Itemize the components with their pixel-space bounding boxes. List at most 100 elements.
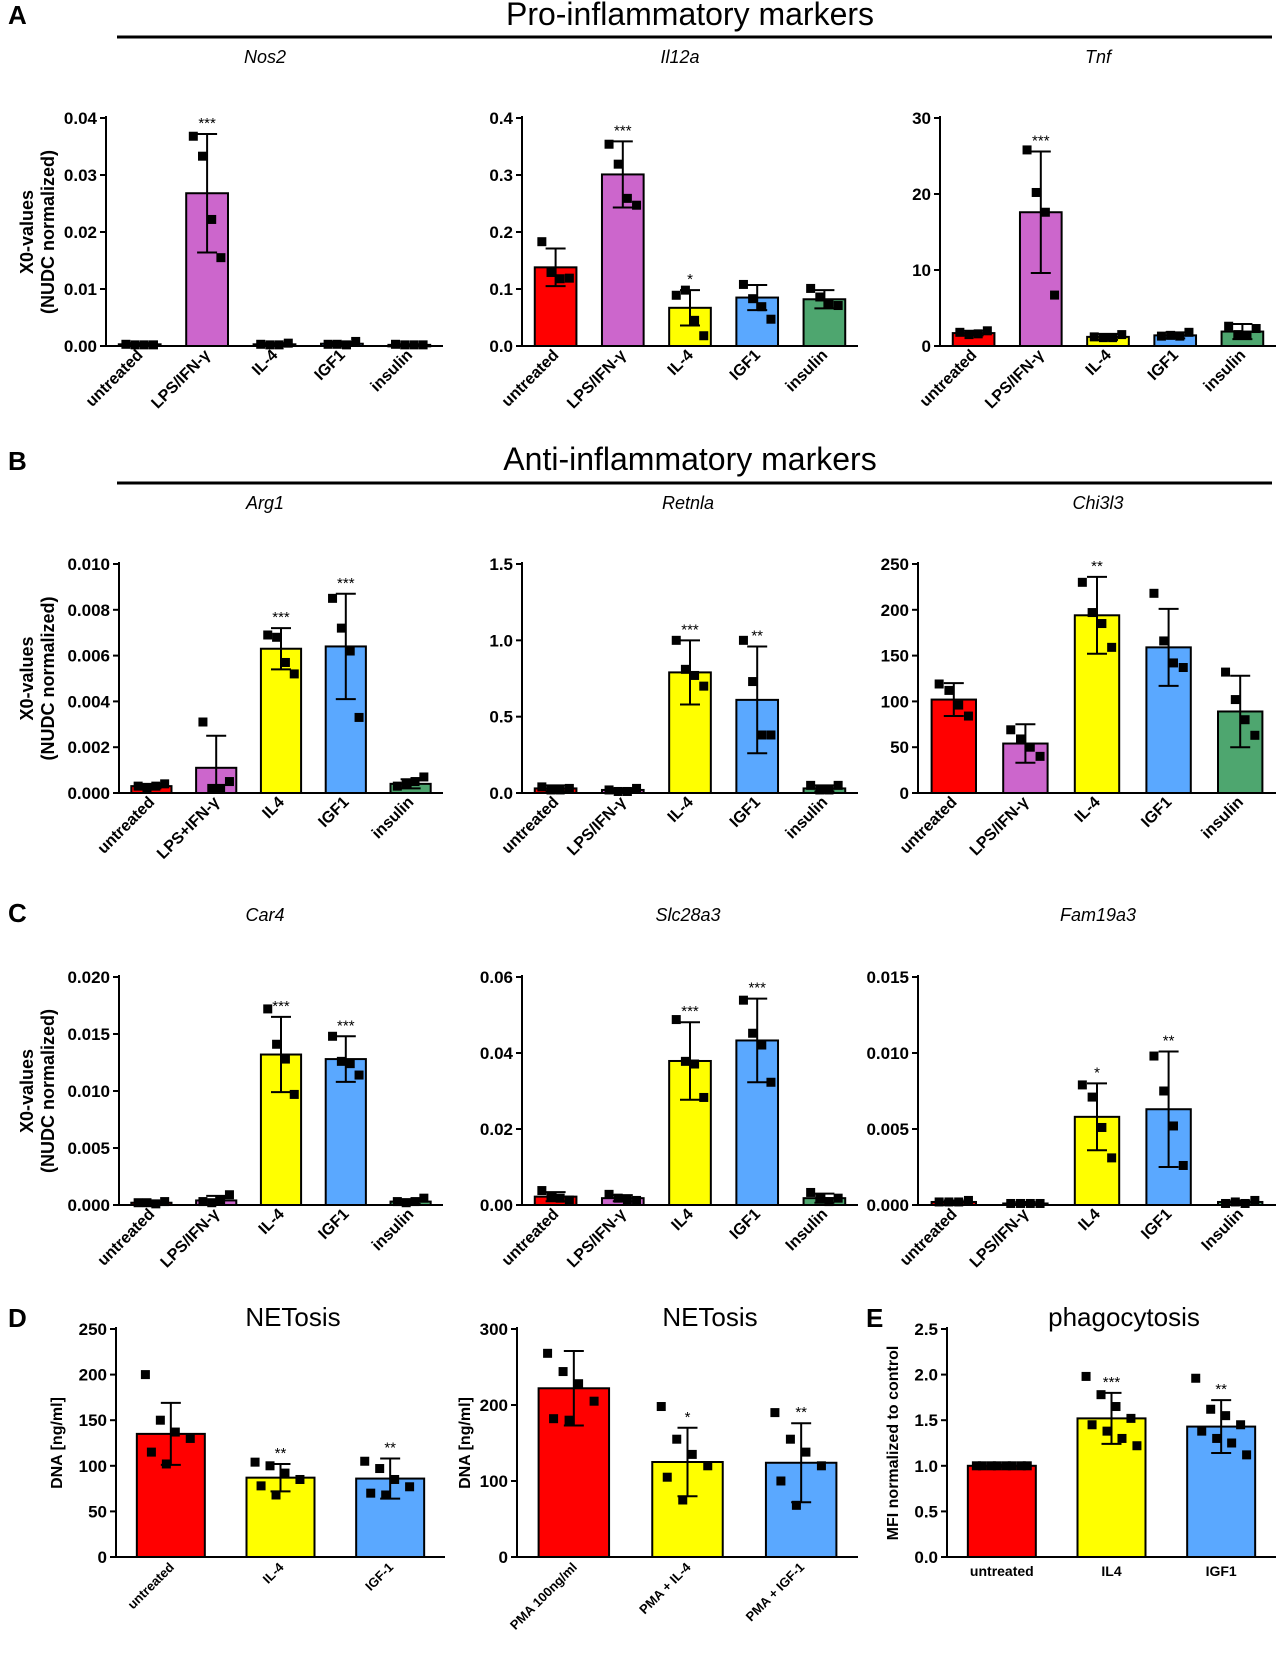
y-axis-label: DNA [ng/ml] — [457, 1397, 474, 1489]
data-point — [770, 1408, 780, 1418]
data-point — [332, 339, 342, 349]
data-point — [160, 1197, 170, 1207]
data-point — [354, 712, 364, 722]
data-point — [824, 785, 834, 795]
chart-arg1: Arg1 0.000 0.002 0.004 0.006 0.008 0.010 X0-val… — [17, 493, 443, 863]
data-point — [1149, 588, 1159, 598]
data-point — [954, 1197, 964, 1207]
data-point — [1111, 1402, 1121, 1412]
y-tick-label: 0.3 — [489, 166, 513, 185]
y-tick-label: 250 — [881, 555, 909, 574]
data-point — [574, 1379, 584, 1389]
y-tick-label: 200 — [480, 1396, 508, 1415]
category-label: IL-4 — [249, 347, 281, 379]
data-point — [801, 1447, 811, 1457]
data-point — [133, 781, 143, 791]
data-point — [785, 1434, 795, 1444]
data-point — [1233, 330, 1243, 340]
data-point — [944, 685, 954, 695]
data-point — [391, 339, 401, 349]
category-label: IGF1 — [315, 1206, 352, 1243]
data-point — [409, 340, 419, 350]
category-label: IGF1 — [1206, 1563, 1237, 1579]
data-point — [418, 340, 428, 350]
chart-title: NETosis — [245, 1302, 340, 1332]
data-point — [160, 779, 170, 789]
significance-stars: *** — [198, 115, 216, 132]
data-point — [537, 782, 547, 792]
category-label: insulin — [368, 347, 416, 395]
data-point — [672, 1434, 682, 1444]
data-point — [589, 1396, 599, 1406]
y-tick-label: 0.5 — [914, 1502, 938, 1521]
category-label: insulin — [783, 347, 831, 395]
category-label: LPS/IFN-γ — [982, 347, 1048, 413]
data-point — [604, 785, 614, 795]
chart-netosis2: NETosis 0 100 200 300 DNA [ng/ml] PMA 100ng/ml… — [457, 1302, 858, 1633]
category-label: untreated — [124, 1559, 177, 1612]
chart-title: Slc28a3 — [655, 905, 720, 925]
category-label: IL4 — [1101, 1563, 1121, 1579]
y-tick-label: 0.005 — [866, 1120, 909, 1139]
panel-label-d: D — [8, 1303, 27, 1333]
y-axis-label: (NUDC normalized) — [38, 1009, 58, 1173]
data-point — [1156, 331, 1166, 341]
data-point — [207, 214, 217, 224]
data-point — [1087, 608, 1097, 618]
y-tick-label: 0.010 — [67, 1082, 110, 1101]
data-point — [766, 730, 776, 740]
category-label: IL4 — [259, 794, 287, 822]
y-tick-label: 0.010 — [866, 1044, 909, 1063]
data-point — [1236, 1420, 1246, 1430]
y-tick-label: 0.03 — [64, 166, 97, 185]
data-point — [289, 669, 299, 679]
y-tick-label: 0.006 — [67, 647, 110, 666]
y-tick-label: 100 — [881, 692, 909, 711]
data-point — [1087, 1092, 1097, 1102]
category-label: PMA 100ng/ml — [507, 1560, 580, 1633]
data-point — [198, 151, 208, 161]
category-label: untreated — [499, 794, 563, 858]
category-label: IGF1 — [312, 347, 349, 384]
data-point — [622, 1195, 632, 1205]
data-point — [289, 1089, 299, 1099]
data-point — [1159, 636, 1169, 646]
chart-phagocytosis: phagocytosis 0.0 0.5 1.0 1.5 2.0 2.5 MFI normal… — [885, 1302, 1276, 1579]
data-point — [198, 1197, 208, 1207]
data-point — [1230, 695, 1240, 705]
data-point — [1221, 667, 1231, 677]
category-label: IL-4 — [1072, 794, 1104, 826]
data-point — [546, 1192, 556, 1202]
data-point — [555, 274, 565, 284]
panel-label-a: A — [8, 0, 27, 30]
data-point — [198, 717, 208, 727]
data-point — [142, 1198, 152, 1208]
data-point — [323, 339, 333, 349]
data-point — [1212, 1433, 1222, 1443]
data-point — [1117, 330, 1127, 340]
chart-title: Chi3l3 — [1072, 493, 1123, 513]
data-point — [400, 340, 410, 350]
data-point — [1149, 1051, 1159, 1061]
category-label: untreated — [499, 347, 563, 411]
chart-title: Il12a — [660, 47, 699, 67]
data-point — [366, 1488, 376, 1498]
y-axis-label: X0-values — [17, 190, 37, 274]
y-tick-label: 0.000 — [67, 784, 110, 803]
data-point — [757, 302, 767, 312]
data-point — [1230, 1197, 1240, 1207]
data-point — [699, 331, 709, 341]
chart-chi3l3: Chi3l3 0 50 100 150 200 250 untreated LPS/IFN-γ *… — [881, 493, 1276, 859]
chart-fam19a3: Fam19a3 0.000 0.005 0.010 0.015 untreated LPS/… — [866, 905, 1276, 1271]
data-point — [766, 314, 776, 324]
data-point — [1107, 642, 1117, 652]
panel-label-b: B — [8, 446, 27, 476]
y-tick-label: 50 — [88, 1502, 107, 1521]
data-point — [283, 338, 293, 348]
category-label: IL-4 — [1083, 347, 1115, 379]
data-point — [274, 340, 284, 350]
data-point — [1227, 1438, 1237, 1448]
data-point — [1191, 1373, 1201, 1383]
data-point — [973, 329, 983, 339]
data-point — [155, 1415, 165, 1425]
